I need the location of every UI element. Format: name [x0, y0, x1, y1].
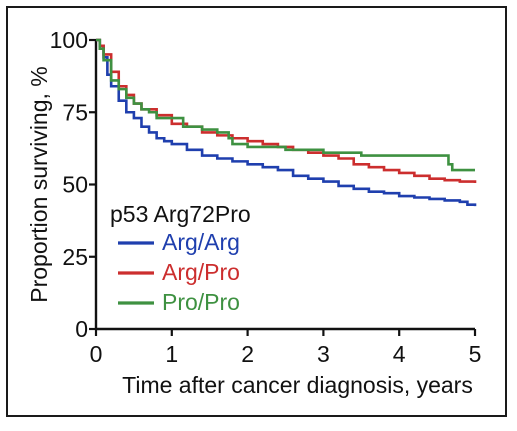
y-tick-label: 25: [62, 244, 88, 270]
y-tick-label: 50: [62, 172, 88, 198]
x-tick-label: 0: [90, 341, 103, 367]
y-tick-label: 75: [62, 99, 88, 125]
series-line-arg-arg: [96, 38, 477, 207]
legend-label-pro-pro: Pro/Pro: [162, 289, 240, 315]
x-tick-label: 1: [165, 341, 178, 367]
axis-labels: Time after cancer diagnosis, years Propo…: [26, 66, 473, 398]
legend-title: p53 Arg72Pro: [110, 201, 251, 227]
x-axis-label: Time after cancer diagnosis, years: [122, 372, 473, 398]
figure-frame: [6, 6, 507, 417]
y-tick-label: 100: [50, 27, 88, 53]
x-tick-label: 5: [469, 341, 482, 367]
y-tick-label: 0: [75, 316, 88, 342]
x-tick-label: 2: [241, 341, 254, 367]
legend: p53 Arg72Pro Arg/Arg Arg/Pro Pro/Pro: [110, 201, 251, 315]
x-tick-label: 3: [317, 341, 330, 367]
x-tick-label: 4: [393, 341, 406, 367]
axes: 0 25 50 75 100 0 1 2 3 4 5: [50, 27, 482, 367]
series-line-pro-pro: [96, 38, 475, 172]
legend-label-arg-pro: Arg/Pro: [162, 259, 240, 285]
series-layer: [96, 38, 477, 207]
legend-label-arg-arg: Arg/Arg: [162, 229, 240, 255]
y-axis-label: Proportion surviving, %: [26, 66, 52, 303]
